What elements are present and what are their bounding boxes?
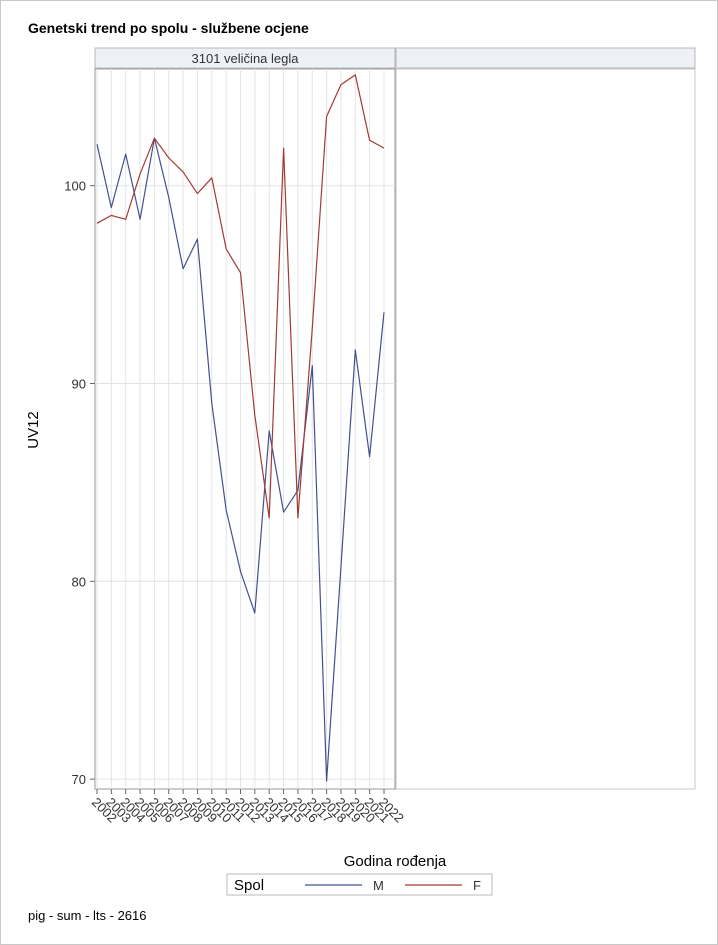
- y-axis-label: UV12: [25, 411, 42, 449]
- series-line-f: [96, 74, 385, 519]
- panel-label: 3101 veličina legla: [192, 51, 300, 66]
- panel-header-right: [395, 47, 696, 69]
- y-tick-label: 100: [64, 179, 86, 194]
- legend-label-m: M: [373, 878, 384, 893]
- y-axis: 70 80 90 100: [64, 179, 95, 787]
- x-axis: 2002200320042005200620072008200920102011…: [89, 789, 407, 826]
- legend-title: Spol: [234, 877, 264, 894]
- plot-area-right: [395, 68, 696, 790]
- y-tick-label: 70: [72, 772, 86, 787]
- y-tick-label: 90: [72, 377, 86, 392]
- series-line-m: [96, 137, 385, 782]
- chart-title: Genetski trend po spolu - službene ocjen…: [28, 20, 309, 36]
- footer-note: pig - sum - lts - 2616: [28, 908, 147, 923]
- y-tick-label: 80: [72, 574, 86, 589]
- legend-label-f: F: [473, 878, 481, 893]
- panel-header-left: [94, 47, 396, 69]
- series-lines: [96, 74, 385, 782]
- legend: Spol M F: [226, 873, 493, 896]
- x-axis-label: Godina rođenja: [344, 853, 447, 870]
- grid-lines: [95, 69, 395, 789]
